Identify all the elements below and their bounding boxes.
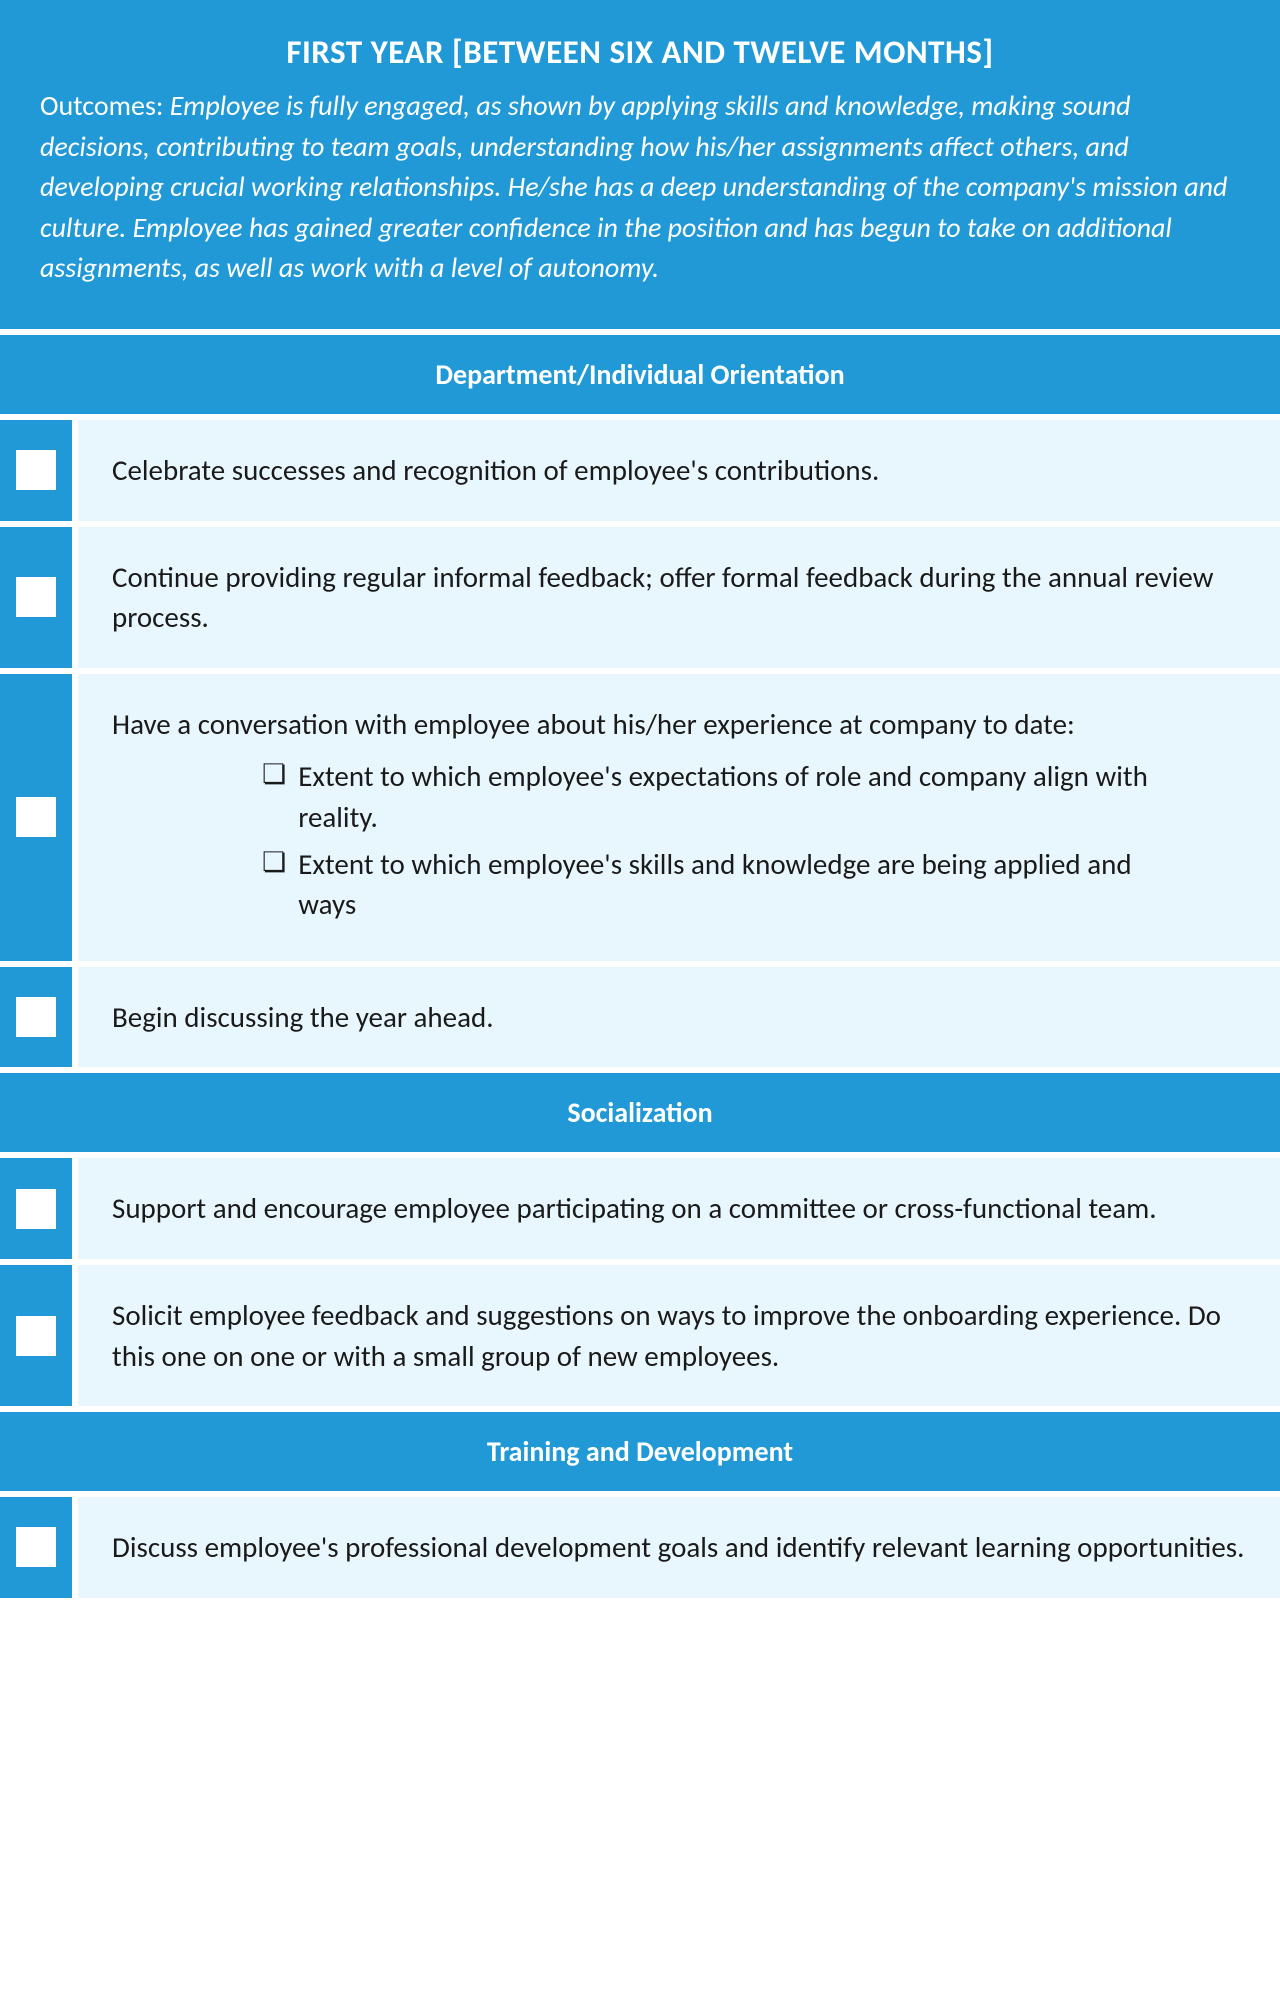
- check-col: [0, 674, 72, 961]
- sub-text: Extent to which employee's expectations …: [298, 756, 1186, 837]
- check-row: Continue providing regular informal feed…: [0, 527, 1280, 668]
- item-text: Solicit employee feedback and suggestion…: [78, 1265, 1280, 1406]
- bullet-icon: ❏: [262, 756, 286, 794]
- section-header-socialization: Socialization: [0, 1073, 1280, 1152]
- checkbox-icon[interactable]: [16, 797, 56, 837]
- checkbox-icon[interactable]: [16, 1527, 56, 1567]
- check-col: [0, 967, 72, 1068]
- check-col: [0, 1265, 72, 1406]
- check-row: Solicit employee feedback and suggestion…: [0, 1265, 1280, 1406]
- section-header-orientation: Department/Individual Orientation: [0, 335, 1280, 414]
- outcomes-text: Employee is fully engaged, as shown by a…: [40, 88, 1227, 285]
- check-col: [0, 527, 72, 668]
- item-text: Begin discussing the year ahead.: [78, 967, 1280, 1068]
- item-content: Have a conversation with employee about …: [78, 674, 1280, 961]
- check-col: [0, 1497, 72, 1598]
- check-row: Support and encourage employee participa…: [0, 1158, 1280, 1259]
- sub-text: Extent to which employee's skills and kn…: [298, 844, 1186, 925]
- checkbox-icon[interactable]: [16, 997, 56, 1037]
- sub-item: ❏ Extent to which employee's skills and …: [262, 844, 1246, 925]
- header-outcomes: Outcomes: Employee is fully engaged, as …: [40, 86, 1240, 289]
- sub-item: ❏ Extent to which employee's expectation…: [262, 756, 1246, 837]
- outcomes-label: Outcomes:: [40, 88, 170, 123]
- check-col: [0, 1158, 72, 1259]
- check-row: Celebrate successes and recognition of e…: [0, 420, 1280, 521]
- check-row: Have a conversation with employee about …: [0, 674, 1280, 961]
- item-intro: Have a conversation with employee about …: [112, 704, 1246, 745]
- check-row: Discuss employee's professional developm…: [0, 1497, 1280, 1598]
- item-text: Discuss employee's professional developm…: [78, 1497, 1280, 1598]
- bullet-icon: ❏: [262, 844, 286, 882]
- header-block: FIRST YEAR [BETWEEN SIX AND TWELVE MONTH…: [0, 0, 1280, 329]
- checkbox-icon[interactable]: [16, 450, 56, 490]
- section-header-training: Training and Development: [0, 1412, 1280, 1491]
- checkbox-icon[interactable]: [16, 1189, 56, 1229]
- header-title: FIRST YEAR [BETWEEN SIX AND TWELVE MONTH…: [40, 32, 1240, 72]
- sub-list: ❏ Extent to which employee's expectation…: [112, 756, 1246, 930]
- document-container: FIRST YEAR [BETWEEN SIX AND TWELVE MONTH…: [0, 0, 1280, 1598]
- check-row: Begin discussing the year ahead.: [0, 967, 1280, 1068]
- check-col: [0, 420, 72, 521]
- item-text: Support and encourage employee participa…: [78, 1158, 1280, 1259]
- item-text: Continue providing regular informal feed…: [78, 527, 1280, 668]
- checkbox-icon[interactable]: [16, 577, 56, 617]
- checkbox-icon[interactable]: [16, 1316, 56, 1356]
- item-text: Celebrate successes and recognition of e…: [78, 420, 1280, 521]
